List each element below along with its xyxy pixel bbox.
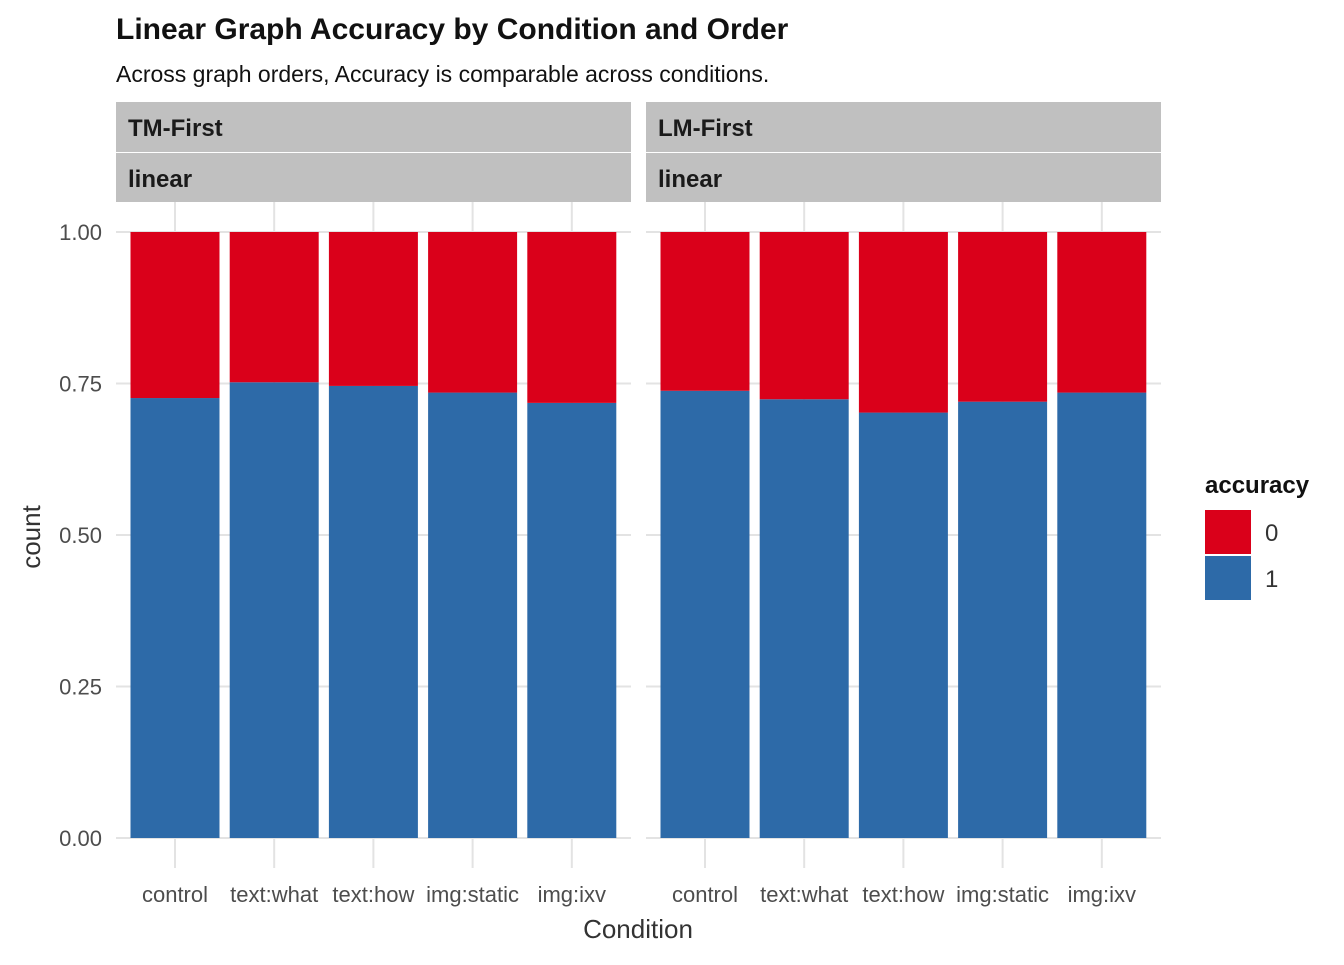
- x-tick-label: img:ixv: [538, 882, 606, 907]
- x-tick-label: img:static: [956, 882, 1049, 907]
- facet-strip-top-label: LM-First: [658, 115, 753, 142]
- x-tick-label: text:how: [332, 882, 414, 907]
- bar-segment-accuracy-1: [428, 392, 518, 838]
- x-tick-label: img:static: [426, 882, 519, 907]
- x-tick-label: text:how: [862, 882, 944, 907]
- bar-segment-accuracy-0: [328, 232, 418, 386]
- y-tick-label: 1.00: [59, 220, 102, 245]
- bar-segment-accuracy-1: [660, 390, 750, 838]
- legend-title: accuracy: [1205, 472, 1310, 499]
- legend-key-0: [1205, 510, 1251, 554]
- y-tick-label: 0.50: [59, 523, 102, 548]
- y-axis-title: count: [16, 504, 46, 568]
- bar-segment-accuracy-1: [527, 402, 617, 838]
- y-ticks-group: 0.00 0.25 0.50 0.75 1.00: [59, 220, 102, 851]
- bar-segment-accuracy-1: [759, 399, 849, 838]
- facet-strip-bottom-label: linear: [128, 166, 192, 193]
- chart-title: Linear Graph Accuracy by Condition and O…: [116, 13, 789, 46]
- bar-segment-accuracy-0: [759, 232, 849, 400]
- bar-segment-accuracy-0: [527, 232, 617, 403]
- y-tick-label: 0.00: [59, 826, 102, 851]
- bar-segment-accuracy-1: [130, 398, 220, 838]
- x-tick-label: control: [142, 882, 208, 907]
- facet-panel-1: TM-First linear control text:what text:how im…: [116, 102, 631, 907]
- x-tick-label: text:what: [230, 882, 318, 907]
- legend-label-1: 1: [1265, 566, 1278, 593]
- facet-strip-bottom: [646, 153, 1161, 202]
- chart-subtitle: Across graph orders, Accuracy is compara…: [116, 61, 769, 87]
- facet-strip-top-label: TM-First: [128, 115, 223, 142]
- facet-strip-top: [116, 102, 631, 152]
- bar-segment-accuracy-1: [1057, 392, 1147, 838]
- x-axis-title: Condition: [583, 914, 693, 944]
- bar-segment-accuracy-1: [328, 385, 418, 838]
- x-tick-label: text:what: [760, 882, 848, 907]
- bar-segment-accuracy-0: [1057, 232, 1147, 393]
- legend-label-0: 0: [1265, 520, 1278, 547]
- legend-key-1: [1205, 556, 1251, 600]
- bar-segment-accuracy-1: [858, 412, 948, 838]
- facet-strip-bottom-label: linear: [658, 166, 722, 193]
- bar-segment-accuracy-0: [660, 232, 750, 391]
- facets-group: TM-First linear control text:what text:how im…: [116, 102, 1161, 907]
- bar-segment-accuracy-0: [958, 232, 1048, 402]
- bar-segment-accuracy-1: [958, 401, 1048, 838]
- bar-segment-accuracy-0: [858, 232, 948, 413]
- bar-segment-accuracy-1: [229, 382, 319, 838]
- bar-segment-accuracy-0: [229, 232, 319, 383]
- y-tick-label: 0.25: [59, 675, 102, 700]
- facet-strip-bottom: [116, 153, 631, 202]
- y-tick-label: 0.75: [59, 372, 102, 397]
- x-tick-label: control: [672, 882, 738, 907]
- facet-panel-2: LM-First linear control text:what text:how im…: [646, 102, 1161, 907]
- x-tick-label: img:ixv: [1068, 882, 1136, 907]
- facet-strip-top: [646, 102, 1161, 152]
- legend: accuracy 0 1: [1205, 472, 1310, 600]
- bar-segment-accuracy-0: [130, 232, 220, 399]
- bar-segment-accuracy-0: [428, 232, 518, 393]
